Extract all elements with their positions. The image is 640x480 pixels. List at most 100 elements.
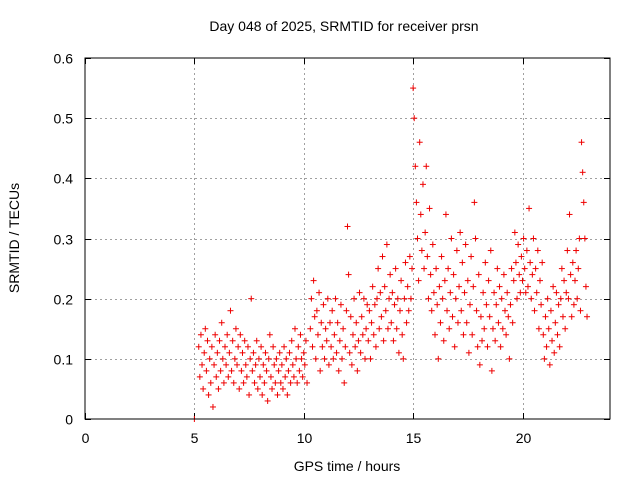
data-point	[226, 349, 233, 356]
data-point	[551, 349, 558, 356]
data-point	[531, 307, 538, 314]
data-point	[353, 319, 360, 326]
data-point	[351, 295, 358, 302]
data-point	[452, 295, 459, 302]
data-point	[564, 247, 571, 254]
data-point	[447, 289, 454, 296]
data-point	[383, 241, 390, 248]
data-points	[191, 85, 591, 422]
data-point	[493, 301, 500, 308]
data-point	[502, 307, 508, 314]
data-point	[372, 343, 379, 350]
data-point	[489, 325, 496, 332]
data-point	[436, 283, 443, 290]
data-point	[368, 319, 375, 326]
data-point	[546, 361, 553, 368]
data-point	[370, 331, 377, 338]
data-point	[366, 307, 373, 314]
y-tick-label: 0.5	[54, 111, 74, 127]
data-point	[504, 289, 511, 296]
data-point	[417, 211, 424, 218]
data-point	[456, 283, 463, 290]
data-point	[398, 277, 405, 284]
data-point	[336, 337, 343, 344]
data-point	[399, 331, 406, 338]
data-point	[254, 385, 261, 392]
data-point	[439, 295, 446, 302]
data-point	[311, 313, 318, 320]
y-tick-label: 0.1	[54, 352, 74, 368]
data-point	[475, 271, 482, 278]
data-point	[201, 349, 208, 356]
data-point	[378, 313, 385, 320]
data-point	[474, 343, 481, 350]
data-point	[270, 343, 277, 350]
data-point	[496, 283, 503, 290]
data-point	[485, 277, 492, 284]
data-point	[539, 259, 546, 266]
data-point	[234, 361, 241, 368]
data-point	[296, 367, 303, 374]
data-point	[446, 325, 453, 332]
y-tick-label: 0.6	[54, 51, 74, 67]
data-point	[327, 319, 333, 326]
data-point	[313, 307, 320, 314]
data-point	[290, 373, 297, 380]
data-point	[423, 163, 430, 170]
data-point	[465, 349, 472, 356]
data-point	[438, 253, 445, 260]
data-point	[283, 355, 290, 362]
data-point	[333, 349, 340, 356]
data-point	[222, 343, 228, 350]
data-point	[349, 331, 356, 338]
data-point	[542, 313, 549, 320]
data-point	[288, 337, 295, 344]
data-point	[543, 343, 550, 350]
data-point	[467, 301, 473, 308]
data-point	[352, 343, 359, 350]
data-point	[529, 271, 536, 278]
data-point	[354, 367, 361, 374]
chart-title: Day 048 of 2025, SRMTID for receiver prs…	[209, 18, 478, 34]
data-point	[412, 163, 419, 170]
data-point	[318, 319, 325, 326]
data-point	[220, 379, 227, 386]
data-point	[335, 367, 342, 374]
data-point	[547, 307, 554, 314]
data-point	[266, 331, 273, 338]
data-point	[281, 343, 288, 350]
x-tick-label: 0	[82, 430, 90, 446]
data-point	[225, 373, 232, 380]
data-point	[418, 247, 425, 254]
data-point	[416, 139, 423, 146]
data-point	[568, 313, 575, 320]
data-point	[261, 379, 268, 386]
data-point	[434, 301, 441, 308]
data-point	[508, 265, 515, 272]
data-point	[341, 379, 348, 386]
data-point	[476, 361, 483, 368]
data-point	[401, 295, 408, 302]
data-point	[307, 325, 314, 332]
data-point	[580, 199, 587, 206]
data-point	[332, 295, 339, 302]
data-point	[218, 319, 225, 326]
data-point	[410, 85, 417, 92]
data-point	[232, 325, 239, 332]
data-point	[432, 331, 438, 338]
data-point	[487, 247, 494, 254]
data-point	[534, 247, 541, 254]
data-point	[498, 295, 505, 302]
data-point	[259, 391, 266, 398]
data-point	[407, 295, 414, 302]
data-point	[553, 289, 560, 296]
data-point	[355, 337, 362, 344]
data-point	[308, 295, 315, 302]
data-point	[422, 229, 429, 236]
data-point	[397, 307, 403, 314]
data-point	[427, 271, 434, 278]
data-point	[541, 355, 548, 362]
data-point	[343, 307, 350, 314]
y-tick-label: 0	[65, 412, 73, 428]
data-point	[388, 319, 395, 326]
